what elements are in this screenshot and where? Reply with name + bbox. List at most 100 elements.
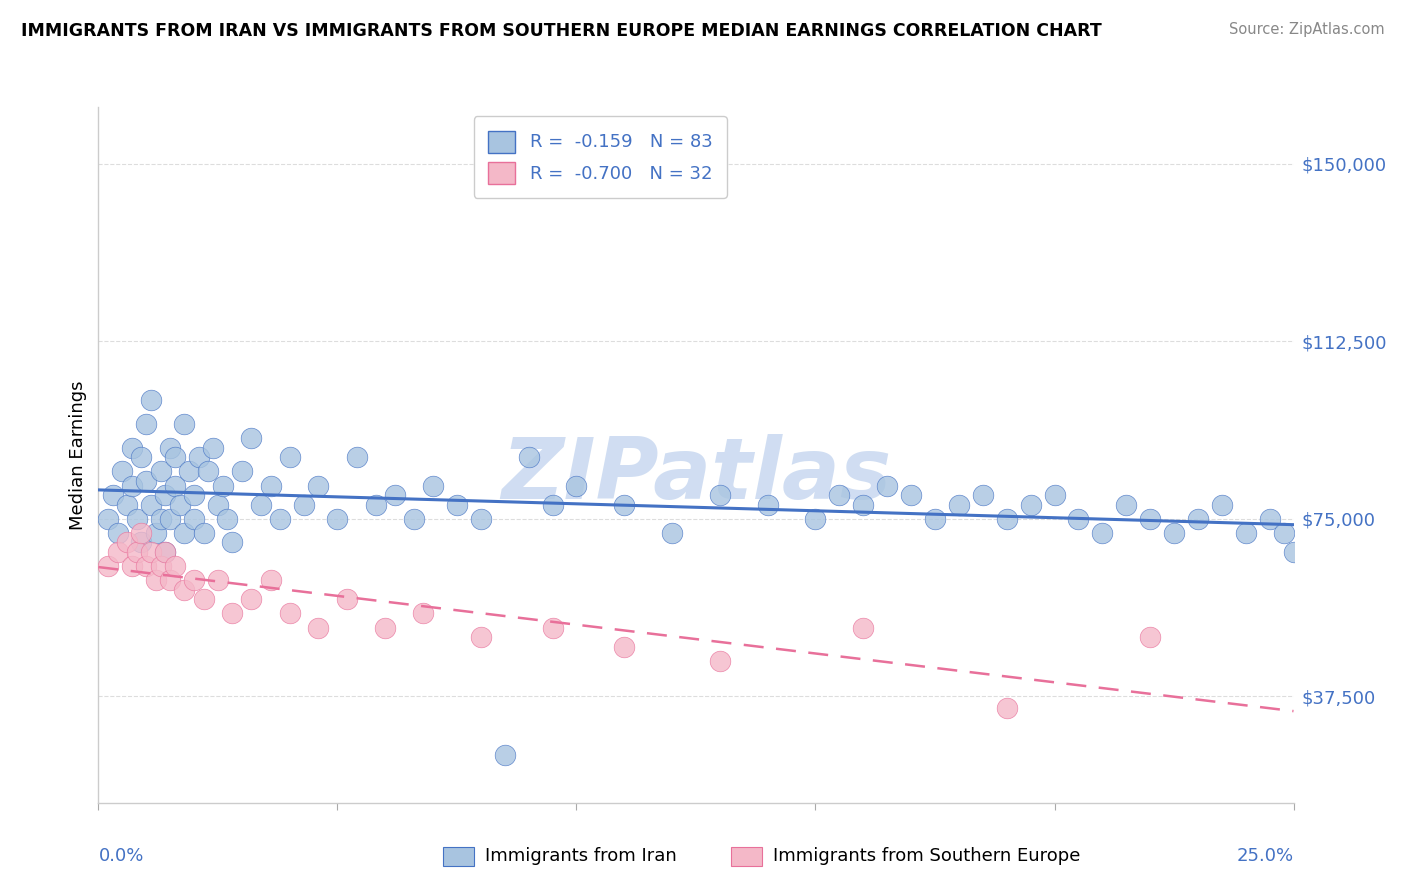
Point: [135, 559, 157, 574]
Point: [250, 498, 273, 512]
Point: [259, 478, 281, 492]
Point: [995, 512, 1018, 526]
Point: [278, 607, 301, 621]
Point: [1282, 545, 1305, 559]
Point: [565, 478, 588, 492]
Point: [163, 478, 186, 492]
Point: [183, 512, 205, 526]
Point: [374, 621, 396, 635]
Point: [756, 498, 779, 512]
Point: [221, 535, 243, 549]
Point: [972, 488, 994, 502]
Point: [131, 535, 153, 549]
Point: [259, 574, 281, 588]
Point: [125, 545, 148, 559]
Point: [131, 450, 153, 465]
Point: [221, 607, 243, 621]
Point: [269, 512, 291, 526]
Point: [121, 559, 143, 574]
Point: [155, 545, 177, 559]
Point: [852, 498, 875, 512]
Text: Source: ZipAtlas.com: Source: ZipAtlas.com: [1229, 22, 1385, 37]
Point: [159, 441, 181, 455]
Text: IMMIGRANTS FROM IRAN VS IMMIGRANTS FROM SOUTHERN EUROPE MEDIAN EARNINGS CORRELAT: IMMIGRANTS FROM IRAN VS IMMIGRANTS FROM …: [21, 22, 1102, 40]
Point: [115, 498, 138, 512]
Point: [183, 488, 205, 502]
Point: [613, 640, 636, 654]
Point: [948, 498, 970, 512]
Point: [97, 559, 120, 574]
Point: [217, 512, 239, 526]
Point: [336, 592, 359, 607]
Point: [159, 512, 181, 526]
Point: [173, 526, 195, 541]
Point: [402, 512, 425, 526]
Point: [211, 478, 233, 492]
Point: [876, 478, 898, 492]
Point: [240, 431, 263, 445]
Point: [828, 488, 851, 502]
Point: [1091, 526, 1114, 541]
Point: [202, 441, 225, 455]
Point: [155, 488, 177, 502]
Point: [307, 478, 329, 492]
Point: [121, 478, 143, 492]
Point: [517, 450, 540, 465]
Point: [494, 748, 516, 763]
Point: [207, 498, 229, 512]
Point: [900, 488, 922, 502]
Point: [661, 526, 683, 541]
Point: [278, 450, 301, 465]
Point: [125, 512, 148, 526]
Point: [115, 535, 138, 549]
Point: [231, 465, 253, 479]
Point: [384, 488, 406, 502]
Point: [149, 465, 172, 479]
Point: [183, 574, 205, 588]
Point: [155, 545, 177, 559]
Text: Immigrants from Southern Europe: Immigrants from Southern Europe: [773, 847, 1081, 865]
Point: [139, 498, 162, 512]
Point: [149, 512, 172, 526]
Point: [193, 526, 215, 541]
Point: [470, 630, 492, 644]
Point: [346, 450, 368, 465]
Point: [139, 393, 162, 408]
Point: [1139, 630, 1161, 644]
Point: [1187, 512, 1209, 526]
Y-axis label: Median Earnings: Median Earnings: [69, 380, 87, 530]
Point: [292, 498, 315, 512]
Point: [364, 498, 387, 512]
Point: [1043, 488, 1066, 502]
Point: [1115, 498, 1137, 512]
Point: [1019, 498, 1042, 512]
Point: [107, 526, 129, 541]
Point: [924, 512, 946, 526]
Point: [179, 465, 201, 479]
Point: [1163, 526, 1185, 541]
Point: [139, 545, 162, 559]
Point: [111, 465, 134, 479]
Point: [163, 559, 186, 574]
Point: [97, 512, 120, 526]
Point: [107, 545, 129, 559]
Point: [1258, 512, 1281, 526]
Point: [173, 582, 195, 597]
Text: ZIPatlas: ZIPatlas: [501, 434, 891, 517]
Point: [1272, 526, 1295, 541]
Point: [169, 498, 191, 512]
Point: [613, 498, 636, 512]
Point: [709, 654, 731, 668]
Point: [121, 441, 143, 455]
Text: Immigrants from Iran: Immigrants from Iran: [485, 847, 676, 865]
Point: [207, 574, 229, 588]
Point: [187, 450, 209, 465]
Point: [422, 478, 444, 492]
Point: [541, 498, 564, 512]
Point: [145, 526, 167, 541]
Point: [446, 498, 468, 512]
Text: 0.0%: 0.0%: [98, 847, 143, 865]
Point: [1234, 526, 1257, 541]
Point: [709, 488, 731, 502]
Point: [412, 607, 434, 621]
